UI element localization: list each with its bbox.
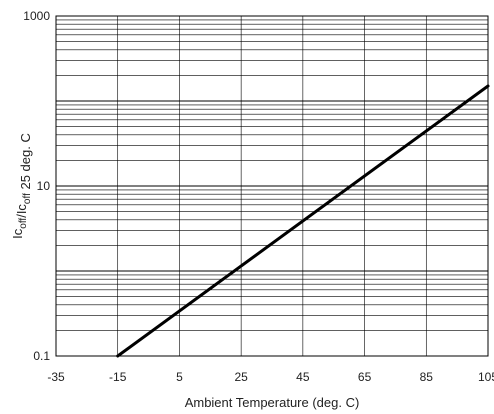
x-tick-label: 65 xyxy=(358,370,372,384)
y-axis-title-part: Ic xyxy=(10,228,25,239)
y-tick-labels: 0.1 10 1000 xyxy=(23,9,50,363)
series-line xyxy=(116,84,490,358)
x-tick-labels: -35 -15 5 25 45 65 85 105 xyxy=(47,370,494,384)
y-tick-label: 10 xyxy=(37,179,51,193)
grid-minor xyxy=(55,16,489,356)
x-tick-label: 5 xyxy=(176,370,183,384)
x-tick-label: 85 xyxy=(420,370,434,384)
x-tick-label: -15 xyxy=(109,370,127,384)
y-axis-title-subscript: off xyxy=(18,218,29,229)
y-axis-title-part: /Ic xyxy=(14,204,29,218)
y-axis-title: Icoff/Icoff 25 deg. C xyxy=(10,133,33,239)
x-axis-title: Ambient Temperature (deg. C) xyxy=(185,395,360,410)
x-tick-label: 105 xyxy=(478,370,494,384)
x-tick-label: -35 xyxy=(47,370,65,384)
y-tick-label: 0.1 xyxy=(33,349,50,363)
plot-frame xyxy=(55,15,489,357)
series-layer xyxy=(116,84,490,358)
x-tick-label: 25 xyxy=(234,370,248,384)
y-axis-title-subscript: off xyxy=(22,193,33,204)
y-axis-title-part: 25 deg. C xyxy=(18,133,33,193)
x-tick-label: 45 xyxy=(296,370,310,384)
y-tick-label: 1000 xyxy=(23,9,50,23)
